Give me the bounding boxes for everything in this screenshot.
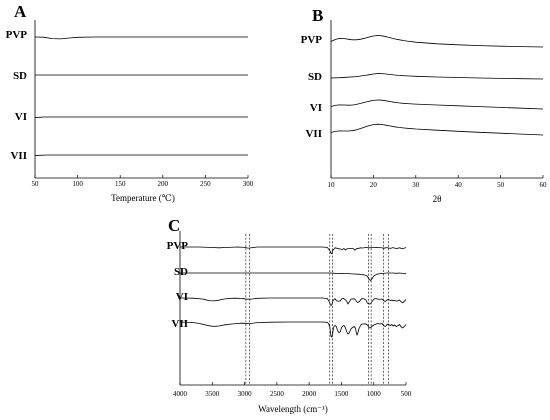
- panel-b: B 10 20 30 40 50 60 2θ PVP SD VI VII: [301, 6, 547, 204]
- panel-a-letter: A: [14, 2, 27, 21]
- panel-c-series-vii: [179, 321, 407, 338]
- panel-b-x-tick-label: 10: [328, 181, 336, 189]
- panel-b-series-vi: [330, 99, 544, 110]
- panel-a-x-axis-title: Temperature (℃): [111, 193, 175, 203]
- panel-b-x-tick-label: 40: [455, 181, 463, 189]
- panel-c-series-label-vii: VII: [171, 318, 188, 330]
- panel-c-series-label-sd: SD: [174, 266, 188, 278]
- panel-b-series-sd: [330, 73, 544, 80]
- panel-b-x-tick-label: 60: [540, 181, 548, 189]
- panel-a-x-tick-label: 100: [72, 180, 83, 188]
- panel-b-series-pvp: [330, 35, 544, 48]
- panel-c-x-tick-label: 1000: [367, 390, 382, 398]
- panel-c-x-tick-label: 3000: [238, 390, 253, 398]
- panel-b-x-tick-label: 20: [370, 181, 378, 189]
- panel-a-series-label-sd: SD: [13, 70, 27, 82]
- panel-a-series-label-vi: VI: [15, 111, 27, 123]
- panel-a-series-label-vii: VII: [10, 150, 27, 162]
- panel-b-x-axis-title: 2θ: [433, 194, 442, 204]
- panel-a-series-vi: [34, 116, 248, 118]
- panel-c: C 4000 3500 3000 2500 2000 1500 1000 500 Wavelen…: [167, 216, 412, 414]
- panel-b-series-label-vii: VII: [305, 128, 322, 140]
- panel-b-series-label-vi: VI: [310, 102, 322, 114]
- panel-c-x-tick-label: 500: [401, 390, 412, 398]
- panel-a-x-tick-label: 300: [243, 180, 254, 188]
- panel-b-series-label-pvp: PVP: [301, 34, 323, 46]
- panel-c-series-label-pvp: PVP: [167, 240, 189, 252]
- panel-c-x-axis-title: Wavelength (cm⁻¹): [258, 404, 327, 414]
- panel-a: A 50 100 150 200 250 300 Temperature (℃) PVP SD V…: [6, 2, 254, 203]
- panel-c-x-tick-label: 4000: [173, 390, 188, 398]
- panel-c-series-sd: [180, 272, 407, 281]
- panel-b-x-tick-label: 50: [497, 181, 505, 189]
- panel-c-series-pvp: [180, 246, 407, 255]
- panel-b-letter: B: [312, 6, 323, 25]
- panel-a-x-tick-label: 150: [115, 180, 126, 188]
- panel-c-x-tick-label: 1500: [334, 390, 349, 398]
- panel-c-x-tick-label: 3500: [205, 390, 220, 398]
- panel-c-letter: C: [168, 216, 180, 235]
- panel-b-series-vii: [330, 123, 544, 136]
- panel-a-series-label-pvp: PVP: [6, 29, 28, 41]
- panel-c-series-label-vi: VI: [176, 291, 188, 303]
- panel-c-x-tick-label: 2500: [270, 390, 285, 398]
- panel-b-series-label-sd: SD: [308, 71, 322, 83]
- panel-a-x-tick-label: 200: [158, 180, 169, 188]
- panel-b-x-tick-label: 30: [412, 181, 420, 189]
- panel-c-series-vi: [179, 297, 407, 306]
- panel-a-x-tick-label: 50: [32, 180, 40, 188]
- panel-a-series-pvp: [34, 36, 248, 40]
- panel-c-x-tick-label: 2000: [302, 390, 317, 398]
- panel-a-series-vii: [34, 154, 248, 156]
- panel-a-x-tick-label: 250: [200, 180, 211, 188]
